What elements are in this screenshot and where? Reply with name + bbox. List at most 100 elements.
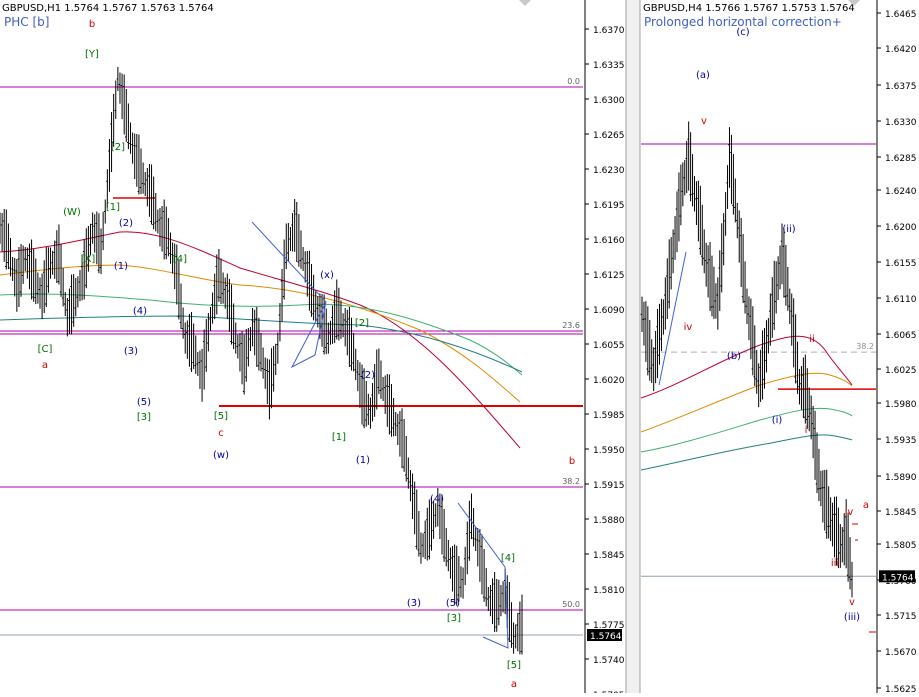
h1-wave-label: [2] (355, 318, 369, 329)
h1-channel-line (457, 502, 509, 649)
h1-wave-label: (2) (119, 218, 133, 229)
h1-moving-average-line (0, 293, 523, 376)
h4-axis-label: 1.5845 (885, 508, 917, 518)
h4-axis-label: 1.6155 (885, 259, 917, 269)
h4-wave-label: (c) (736, 27, 749, 38)
h4-axis-label: 1.6025 (885, 366, 917, 376)
h1-wave-label: (2) (361, 370, 375, 381)
h1-wave-label: b (89, 19, 95, 30)
h1-wave-label: [4] (501, 553, 515, 564)
h1-axis-label: 1.6195 (593, 201, 625, 211)
h4-wave-label: i (805, 425, 808, 436)
h4-wave-label: (iii) (844, 612, 860, 623)
h1-axis-label: 1.6300 (593, 96, 625, 106)
h1-axis-label: 1.6265 (593, 131, 625, 141)
h1-wave-label: (4) (133, 306, 147, 317)
h1-chart: 1.6370 1.6335 1.6300 1.6265 1.6230 1.6195 1.61… (0, 19, 625, 697)
h4-wave-label: iv (684, 322, 693, 333)
h1-axis-label: 1.6230 (593, 166, 625, 176)
h1-wave-label: [5] (507, 660, 521, 671)
h1-axis-label: 1.6160 (593, 236, 625, 246)
h4-axis-label: 1.6420 (885, 45, 917, 55)
h4-wave-label: (a) (696, 70, 710, 81)
h4-fib-level-label: 38.2 (856, 342, 874, 351)
h4-wave-label: v (849, 597, 855, 608)
h4-axis-label: 1.6110 (885, 295, 917, 305)
h1-axis-label: 1.5985 (593, 411, 625, 421)
h1-wave-label: [1] (332, 432, 346, 443)
h4-moving-average-line (640, 372, 853, 433)
h4-axis-label: 1.5890 (885, 473, 917, 483)
h1-fib-level-label: 23.6 (562, 321, 580, 330)
h1-wave-label: (5) (446, 598, 460, 609)
h4-wave-label: (ii) (782, 224, 795, 235)
h4-axis-label: 1.6330 (885, 118, 917, 128)
h4-subtitle: Prolonged horizontal correction+ (644, 15, 842, 29)
h1-axis-label: 1.5775 (593, 621, 625, 631)
h4-axis-label: 1.6375 (885, 82, 917, 92)
h4-chart: 1.6465 1.6420 1.6375 1.6330 1.6285 1.6240 1.62… (640, 10, 917, 695)
h1-wave-label: (W) (63, 207, 81, 218)
h4-axis-label: 1.5670 (885, 648, 917, 658)
h1-fib-level-label: 0.0 (567, 77, 580, 86)
h4-axis-label: 1.6200 (885, 223, 917, 233)
h1-moving-average-line (0, 264, 521, 403)
h1-axis-label: 1.5915 (593, 481, 625, 491)
h4-symbol-line: GBPUSD,H4 1.5766 1.5767 1.5753 1.5764 (643, 3, 855, 14)
h4-current-price-tag (879, 570, 915, 583)
h1-wave-label: [1] (106, 202, 120, 213)
h1-axis-label: 1.6125 (593, 271, 625, 281)
h1-wave-label: (1) (114, 261, 128, 272)
h1-current-price-tag (587, 629, 622, 641)
h1-wave-label: (w) (213, 450, 229, 461)
h4-wave-label: iv (845, 507, 854, 518)
h1-axis-label: 1.5845 (593, 551, 625, 561)
h4-axis-label: 1.5625 (885, 685, 917, 693)
h4-axis-label: 1.5980 (885, 400, 917, 410)
h4-trend-line (658, 251, 687, 386)
h1-current-price-text: 1.5764 (590, 632, 622, 642)
h1-wave-label: b (569, 456, 575, 467)
h4-wave-label: a (863, 500, 869, 511)
h4-wave-label: ii (809, 334, 815, 345)
h1-fib-level-label: 38.2 (562, 477, 580, 486)
h1-wave-label: [3] (137, 412, 151, 423)
h4-moving-average-line (640, 407, 853, 453)
h1-axis-label: 1.5880 (593, 516, 625, 526)
h1-axis-label: 1.5740 (593, 656, 625, 666)
h4-moving-average-line (640, 434, 853, 471)
h1-wave-label: a (511, 679, 517, 690)
h1-wave-label: (3) (407, 598, 421, 609)
h4-current-price-text: 1.5764 (882, 573, 914, 583)
h1-axis-label: 1.6090 (593, 306, 625, 316)
h1-axis-label: 1.6335 (593, 61, 625, 71)
h4-axis-label: 1.6285 (885, 154, 917, 164)
h1-axis-label: 1.5950 (593, 446, 625, 456)
h4-wave-label: (b) (727, 351, 741, 362)
h1-moving-average-line (0, 315, 523, 373)
h1-wave-label: [2] (111, 142, 125, 153)
h1-axis-label: 1.6020 (593, 376, 625, 386)
h4-axis-label: 1.5715 (885, 612, 917, 622)
h4-wave-label: (i) (772, 415, 783, 426)
h1-wave-label: [5] (214, 411, 228, 422)
h1-wave-label: (x) (320, 270, 334, 281)
h1-wave-label: c (218, 428, 224, 439)
h4-axis-label: 1.5805 (885, 541, 917, 551)
scroll-marker-icon[interactable] (519, 0, 531, 6)
h1-wave-label: [X] (81, 254, 96, 265)
h1-channel-line (251, 221, 327, 369)
h1-symbol-line: GBPUSD,H1 1.5764 1.5767 1.5763 1.5764 (2, 3, 214, 14)
h1-wave-label: [3] (447, 613, 461, 624)
h1-wave-label: [C] (38, 344, 53, 355)
h1-axis-label: 1.5810 (593, 586, 625, 596)
h1-wave-label: [4] (173, 254, 187, 265)
scroll-marker-icon[interactable] (848, 0, 860, 6)
h4-axis-label: 1.6240 (885, 187, 917, 197)
h4-axis-label: 1.6065 (885, 331, 917, 341)
h1-axis-label: 1.6370 (593, 26, 625, 36)
h1-axis-label: 1.6055 (593, 341, 625, 351)
window-separator[interactable] (626, 0, 640, 693)
